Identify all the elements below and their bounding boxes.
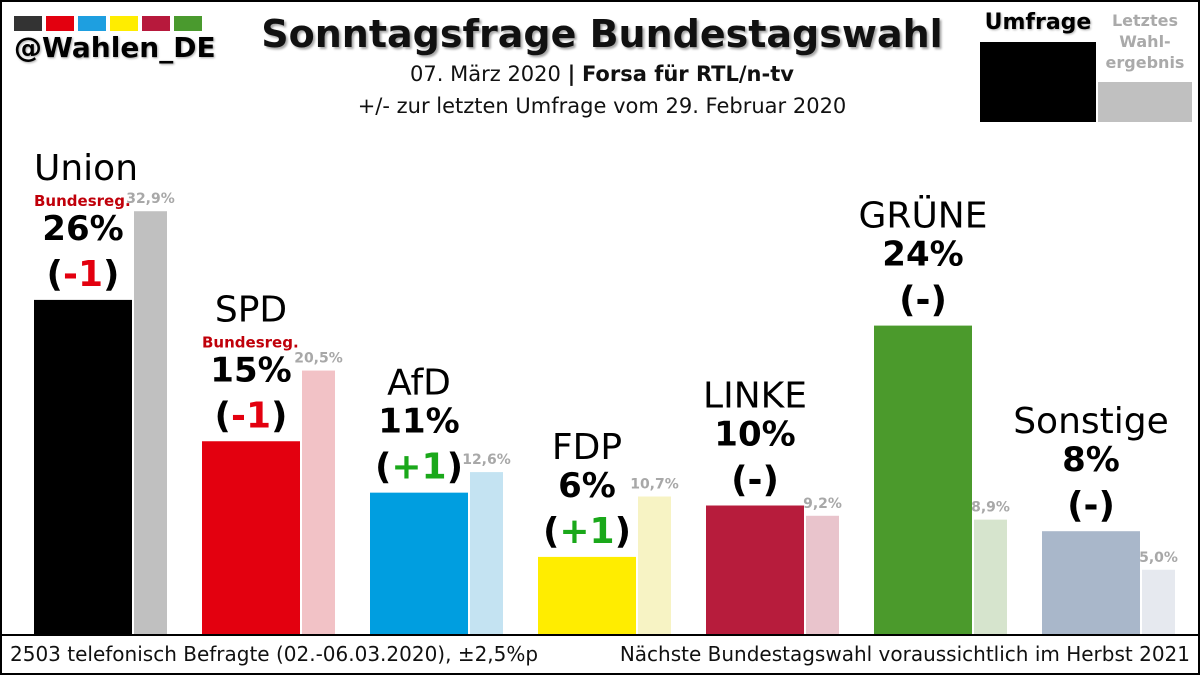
brand-color-4 xyxy=(110,16,138,31)
label-last-spd: 20,5% xyxy=(294,351,343,367)
paren-open: ( xyxy=(543,511,559,552)
label-party-union: Union xyxy=(34,148,138,189)
label-last-grne: 8,9% xyxy=(971,500,1010,516)
label-change-linke: (-) xyxy=(731,460,779,501)
label-poll-afd: 11% xyxy=(378,402,459,442)
bar-poll-linke xyxy=(706,505,804,634)
bar-poll-spd xyxy=(202,441,300,634)
label-change-spd: (-1) xyxy=(215,395,288,436)
label-last-union: 32,9% xyxy=(126,191,175,207)
brand-color-2 xyxy=(46,16,74,31)
paren-open: ( xyxy=(731,460,747,501)
label-party-grne: GRÜNE xyxy=(859,195,988,237)
chart-subtitle: 07. März 2020 | Forsa für RTL/n-tv xyxy=(252,62,952,86)
paren-open: ( xyxy=(1067,485,1083,526)
label-change-grne: (-) xyxy=(899,280,947,321)
label-poll-union: 26% xyxy=(42,209,123,249)
change-value: +1 xyxy=(391,447,446,488)
paren-close: ) xyxy=(103,254,119,295)
brand-color-6 xyxy=(174,16,202,31)
change-value: -1 xyxy=(231,395,271,436)
chart-title: Sonntagsfrage Bundestagswahl xyxy=(261,12,943,56)
brand-logo: @Wahlen_DE xyxy=(14,16,216,64)
change-value: - xyxy=(1084,485,1099,526)
label-poll-sonstige: 8% xyxy=(1062,440,1120,480)
label-last-fdp: 10,7% xyxy=(630,477,679,493)
label-poll-grne: 24% xyxy=(882,235,963,275)
bar-poll-sonstige xyxy=(1042,531,1140,634)
label-gov-union: Bundesreg. xyxy=(34,192,131,210)
change-value: - xyxy=(748,460,763,501)
paren-close: ) xyxy=(447,447,463,488)
comparison-note: +/- zur letzten Umfrage vom 29. Februar … xyxy=(357,94,847,118)
paren-close: ) xyxy=(762,460,778,501)
footer-next-election: Nächste Bundestagswahl voraussichtlich i… xyxy=(619,642,1190,666)
legend-poll-label: Umfrage xyxy=(984,10,1092,35)
bar-last-linke xyxy=(806,515,839,634)
paren-open: ( xyxy=(215,395,231,436)
bar-poll-fdp xyxy=(538,556,636,634)
paren-open: ( xyxy=(375,447,391,488)
change-value: -1 xyxy=(63,254,103,295)
bar-poll-union xyxy=(34,299,132,634)
paren-close: ) xyxy=(1098,485,1114,526)
label-change-afd: (+1) xyxy=(375,447,463,488)
label-last-sonstige: 5,0% xyxy=(1139,550,1178,566)
label-change-union: (-1) xyxy=(47,254,120,295)
poll-institute: Forsa für RTL/n-tv xyxy=(581,62,794,86)
legend-poll-swatch xyxy=(980,42,1096,122)
legend-last-line3: ergebnis xyxy=(1105,53,1185,72)
legend-last-line1: Letztes xyxy=(1111,11,1179,30)
bar-poll-grne xyxy=(874,325,972,634)
bar-last-grne xyxy=(974,519,1007,634)
paren-open: ( xyxy=(47,254,63,295)
bar-last-union xyxy=(134,211,167,635)
poll-date: 07. März 2020 xyxy=(410,62,561,86)
label-party-spd: SPD xyxy=(215,289,287,330)
legend-last-result-swatch xyxy=(1098,82,1192,122)
bar-last-sonstige xyxy=(1142,569,1175,634)
paren-close: ) xyxy=(615,511,631,552)
label-party-fdp: FDP xyxy=(552,427,622,468)
label-change-fdp: (+1) xyxy=(543,511,631,552)
paren-open: ( xyxy=(899,280,915,321)
legend-last-result-label: Letztes Wahl- ergebnis xyxy=(1098,10,1192,73)
subtitle-separator: | xyxy=(567,62,576,86)
change-value: +1 xyxy=(559,511,614,552)
bar-poll-afd xyxy=(370,492,468,634)
label-poll-linke: 10% xyxy=(714,415,795,455)
bar-last-spd xyxy=(302,370,335,634)
paren-close: ) xyxy=(930,280,946,321)
bar-last-fdp xyxy=(638,496,671,634)
change-value: - xyxy=(916,280,931,321)
brand-color-1 xyxy=(14,16,42,31)
label-last-linke: 9,2% xyxy=(803,496,842,512)
chart-baseline xyxy=(2,634,1198,636)
label-poll-spd: 15% xyxy=(210,350,291,390)
brand-handle: @Wahlen_DE xyxy=(14,31,216,64)
footer-sample-info: 2503 telefonisch Befragte (02.-06.03.202… xyxy=(10,642,539,666)
label-party-afd: AfD xyxy=(387,363,451,404)
legend-last-line2: Wahl- xyxy=(1119,32,1171,51)
label-poll-fdp: 6% xyxy=(558,466,616,506)
brand-color-3 xyxy=(78,16,106,31)
label-party-linke: LINKE xyxy=(703,376,807,417)
label-change-sonstige: (-) xyxy=(1067,485,1115,526)
label-last-afd: 12,6% xyxy=(462,452,511,468)
bar-last-afd xyxy=(470,472,503,634)
brand-color-5 xyxy=(142,16,170,31)
label-party-sonstige: Sonstige xyxy=(1013,401,1169,442)
paren-close: ) xyxy=(271,395,287,436)
label-gov-spd: Bundesreg. xyxy=(202,333,299,351)
brand-color-strip xyxy=(14,16,216,31)
